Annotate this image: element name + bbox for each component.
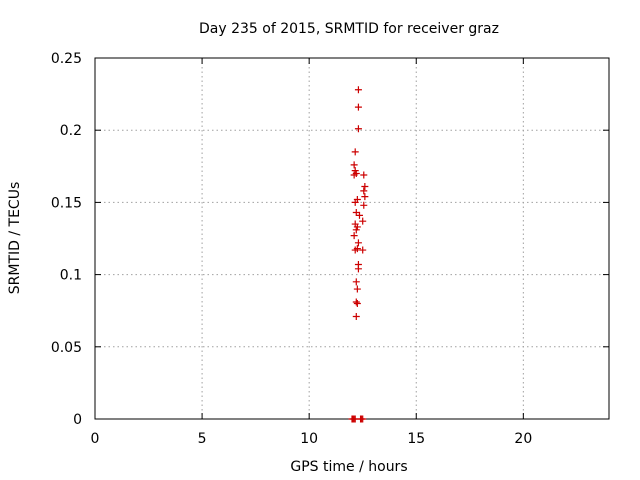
data-point — [361, 193, 369, 201]
x-tick-label: 10 — [300, 431, 318, 447]
data-point — [352, 278, 360, 286]
y-tick-label: 0 — [73, 412, 82, 428]
data-point — [354, 125, 362, 133]
x-tick-label: 20 — [514, 431, 532, 447]
y-tick-label: 0.15 — [51, 195, 82, 211]
data-point — [360, 201, 368, 209]
data-point — [354, 265, 362, 273]
chart-title: Day 235 of 2015, SRMTID for receiver gra… — [199, 21, 499, 37]
data-point — [352, 226, 360, 234]
data-point — [353, 299, 361, 307]
x-tick-label: 5 — [198, 431, 207, 447]
data-point — [359, 415, 367, 423]
data-points — [348, 86, 369, 423]
data-point — [352, 170, 360, 178]
data-point — [352, 298, 360, 306]
y-tick-label: 0.1 — [60, 268, 82, 284]
data-point — [354, 86, 362, 94]
y-tick-label: 0.25 — [51, 51, 82, 67]
data-point — [354, 239, 362, 247]
data-point — [361, 183, 369, 191]
data-point — [350, 232, 358, 240]
x-axis-label: GPS time / hours — [290, 459, 407, 475]
data-point — [359, 246, 367, 254]
y-tick-label: 0.05 — [51, 340, 82, 356]
data-point — [354, 103, 362, 111]
y-tick-label: 0.2 — [60, 123, 82, 139]
data-point — [352, 312, 360, 320]
axis-ticks: 0 0.05 0.1 0.15 0.2 0.25 0 5 10 15 20 — [51, 51, 609, 447]
grid — [95, 58, 609, 419]
data-point — [351, 148, 359, 156]
data-point — [360, 171, 368, 179]
x-tick-label: 0 — [91, 431, 100, 447]
data-point — [359, 217, 367, 225]
data-point — [350, 161, 358, 169]
plot-frame — [94, 57, 610, 420]
data-point — [360, 187, 368, 195]
data-point — [355, 211, 363, 219]
data-point — [351, 246, 359, 254]
x-tick-label: 15 — [407, 431, 425, 447]
data-point — [351, 198, 359, 206]
y-axis-label: SRMTID / TECUs — [7, 182, 23, 295]
data-point — [353, 285, 361, 293]
